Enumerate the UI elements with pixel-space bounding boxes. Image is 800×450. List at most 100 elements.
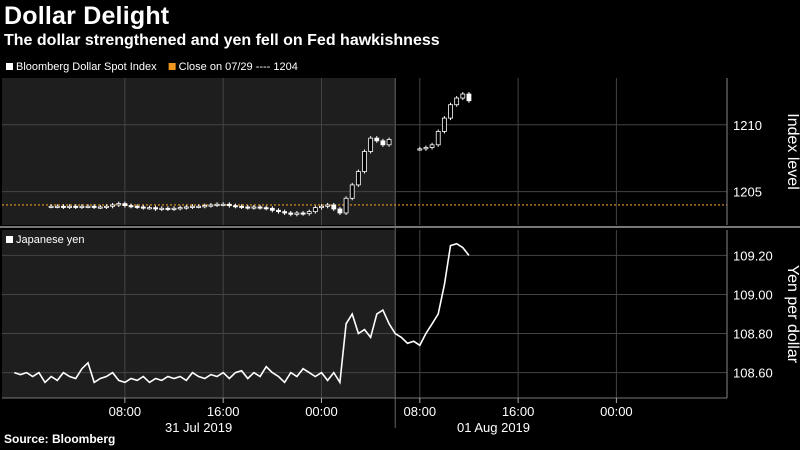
candle-body (269, 207, 275, 211)
candle-body (73, 205, 79, 208)
candle-body (319, 205, 324, 209)
candle-body (362, 151, 367, 172)
candle-body (429, 144, 435, 148)
candle-body (306, 211, 312, 215)
legend: Bloomberg Dollar Spot Index Close on 07/2… (6, 61, 298, 246)
date-label: 31 Jul 2019 (165, 420, 232, 435)
candle-body (380, 140, 386, 146)
candle-body (54, 205, 60, 208)
legend-label: Bloomberg Dollar Spot Index (16, 61, 157, 73)
candle-body (325, 204, 331, 207)
candle-body (374, 137, 380, 142)
candle-body (48, 205, 54, 208)
candle-body (208, 204, 214, 207)
candle-body (202, 205, 208, 208)
candle-body (423, 147, 429, 150)
candle-body (245, 206, 251, 209)
candle-body (368, 137, 374, 152)
candle-body (85, 205, 91, 208)
candle-body (300, 212, 306, 215)
ytick-bottom: 109.00 (733, 287, 773, 302)
yen-panel (14, 242, 470, 385)
candle-body (214, 203, 220, 206)
candle-body (386, 139, 392, 146)
xtick-label: 08:00 (404, 404, 437, 419)
candle-body (282, 211, 288, 214)
candle-body (263, 207, 269, 210)
candle-body (226, 203, 232, 207)
candle-body (460, 93, 466, 99)
ytick-top: 1210 (733, 118, 762, 133)
candle-body (171, 207, 177, 210)
candle-body (257, 206, 263, 209)
candle-body (239, 205, 245, 208)
ytick-top: 1205 (733, 185, 762, 200)
candle-body (196, 205, 202, 208)
candle-body (67, 205, 72, 208)
candle-body (177, 207, 183, 210)
xtick-label: 00:00 (600, 404, 633, 419)
xtick-label: 08:00 (109, 404, 142, 419)
legend-label: Close on 07/29 ---- 1204 (179, 61, 298, 73)
candle-body (153, 207, 159, 210)
dollar-index-panel (2, 92, 727, 217)
candle-body (110, 204, 115, 207)
candle-body (251, 206, 257, 209)
candle-body (441, 117, 447, 132)
candle-body (61, 205, 66, 208)
candle-body (233, 205, 238, 208)
legend-label: Japanese yen (16, 234, 85, 246)
candle-body (116, 203, 122, 206)
candle-body (355, 171, 361, 186)
candle-body (104, 205, 109, 208)
candle-body (183, 206, 189, 209)
candle-body (288, 212, 294, 215)
candle-body (134, 205, 140, 208)
candle-body (337, 208, 343, 214)
chart-title: Dollar Delight (4, 2, 170, 30)
ylabel-top: Index level (784, 113, 800, 190)
candle-body (331, 204, 337, 210)
candle-body (448, 104, 453, 119)
candle-body (220, 203, 226, 206)
candle-body (165, 207, 171, 210)
candle-body (97, 206, 103, 209)
candle-body (190, 205, 195, 208)
candle-body (343, 197, 349, 214)
candle-body (122, 203, 128, 207)
candle-body (466, 93, 472, 102)
ylabel-bottom: Yen per dollar (784, 265, 800, 364)
candle-body (159, 207, 165, 210)
candle-body (276, 209, 281, 213)
ytick-bottom: 108.60 (733, 366, 773, 381)
candle-body (454, 97, 460, 106)
candle-body (91, 205, 97, 208)
yen-line (14, 242, 470, 385)
xtick-label: 16:00 (207, 404, 240, 419)
source-note: Source: Bloomberg (4, 432, 116, 446)
shade-top (2, 78, 396, 225)
candle-body (294, 212, 300, 215)
ytick-bottom: 108.80 (733, 327, 773, 342)
shade-bottom (2, 230, 396, 398)
shaded-region (2, 78, 396, 428)
candle-body (349, 184, 355, 199)
legend-swatch (168, 63, 176, 70)
candle-body (312, 207, 318, 213)
date-label: 01 Aug 2019 (457, 420, 530, 435)
candle-body (79, 205, 85, 208)
legend-swatch (6, 236, 13, 243)
candle-body (147, 207, 152, 210)
gridlines (2, 78, 727, 398)
xtick-label: 00:00 (305, 404, 338, 419)
chart-subtitle: The dollar strengthened and yen fell on … (4, 32, 440, 49)
axes: 1205 1210 108.60 108.80 109.00 109.20 Index le… (0, 78, 800, 435)
candle-body (435, 131, 441, 146)
xtick-label: 16:00 (502, 404, 535, 419)
ytick-bottom: 109.20 (733, 248, 773, 263)
legend-swatch (6, 63, 13, 70)
candle-body (417, 148, 423, 151)
candle-body (128, 205, 134, 208)
candle-body (140, 206, 146, 209)
